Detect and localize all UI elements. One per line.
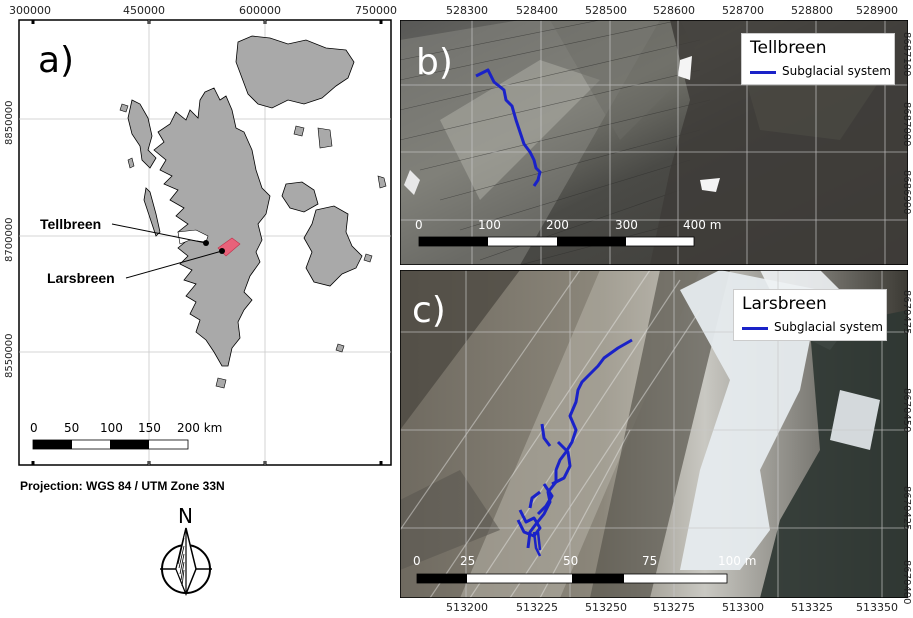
legend-channel-swatch xyxy=(742,327,768,330)
panel-b-x-tick: 528400 xyxy=(516,4,558,17)
spitsbergen-island xyxy=(153,87,271,367)
panel-b-scale-label: 0 xyxy=(415,218,423,232)
tellbreen-subglacial-channel xyxy=(475,68,542,187)
panel-c-x-tick: 513200 xyxy=(446,601,488,614)
panel-b-scale-label: 200 xyxy=(546,218,569,232)
legend-channel-label: Subglacial system xyxy=(782,64,891,78)
panel-c-scale-label: 50 xyxy=(563,554,579,568)
north-arrow-icon xyxy=(160,527,212,597)
panel-c-x-tick: 513225 xyxy=(516,601,558,614)
legend-channel-label: Subglacial system xyxy=(774,320,883,334)
nordaustlandet-island xyxy=(235,35,355,109)
panel-a-x-tick: 300000 xyxy=(9,4,51,17)
projection-note: Projection: WGS 84 / UTM Zone 33N xyxy=(20,479,225,493)
panel-c-x-tick: 513350 xyxy=(856,601,898,614)
panel-b-legend: Tellbreen Subglacial system xyxy=(741,33,895,85)
panel-b-x-tick: 528600 xyxy=(653,4,695,17)
panel-b-x-tick: 528500 xyxy=(585,4,627,17)
panel-b-x-tick: 528900 xyxy=(856,4,898,17)
panel-b-x-tick: 528300 xyxy=(446,4,488,17)
panel-a-x-tick: 450000 xyxy=(123,4,165,17)
larsbreen-aerial-image xyxy=(400,270,908,598)
panel-c-y-tick: 8670450 xyxy=(901,388,912,433)
legend-title-tellbreen: Tellbreen xyxy=(750,38,827,58)
panel-b-x-tick: 528800 xyxy=(791,4,833,17)
panel-b-letter: b) xyxy=(416,42,453,83)
panel-a-scale-label: 150 xyxy=(138,421,161,435)
north-label: N xyxy=(178,504,193,528)
panel-c-scale-label: 25 xyxy=(460,554,476,568)
panel-a-scale-label: 0 xyxy=(30,421,38,435)
panel-a-scale-label: 200 km xyxy=(177,421,223,435)
panel-c-y-tick: 8670400 xyxy=(901,560,912,605)
panel-b-scale-label: 300 xyxy=(615,218,638,232)
panel-c-legend: Larsbreen Subglacial system xyxy=(733,289,887,341)
panel-b-scale-label: 400 m xyxy=(683,218,722,232)
panel-a-x-tick: 600000 xyxy=(239,4,281,17)
panel-b-y-tick: 8687100 xyxy=(901,32,912,77)
panel-c-y-tick: 8670475 xyxy=(901,290,912,335)
panel-c-scale-label: 100 m xyxy=(718,554,757,568)
panel-b-y-tick: 8686900 xyxy=(901,170,912,215)
panel-a-scale-label: 50 xyxy=(64,421,80,435)
label-larsbreen: Larsbreen xyxy=(47,270,115,286)
panel-c-x-tick: 513325 xyxy=(791,601,833,614)
panel-c-x-tick: 513250 xyxy=(585,601,627,614)
edgeoya-island xyxy=(303,205,363,287)
legend-channel-swatch xyxy=(750,71,776,74)
larsbreen-subglacial-channel xyxy=(526,338,633,549)
panel-c-x-tick: 513275 xyxy=(653,601,695,614)
panel-b-y-tick: 8687000 xyxy=(901,102,912,147)
panel-c-x-tick: 513300 xyxy=(722,601,764,614)
panel-b-x-tick: 528700 xyxy=(722,4,764,17)
panel-a-letter: a) xyxy=(38,40,75,81)
panel-a-x-tick: 750000 xyxy=(355,4,397,17)
legend-title-larsbreen: Larsbreen xyxy=(742,294,827,314)
panel-c-letter: c) xyxy=(412,290,446,331)
panel-c-scale-label: 75 xyxy=(642,554,658,568)
label-tellbreen: Tellbreen xyxy=(40,216,102,232)
panel-a-scale-label: 100 xyxy=(100,421,123,435)
panel-b-scale-label: 100 xyxy=(478,218,501,232)
panel-c-y-tick: 8670425 xyxy=(901,486,912,531)
svalbard-map xyxy=(18,19,392,466)
panel-c-scale-label: 0 xyxy=(413,554,421,568)
